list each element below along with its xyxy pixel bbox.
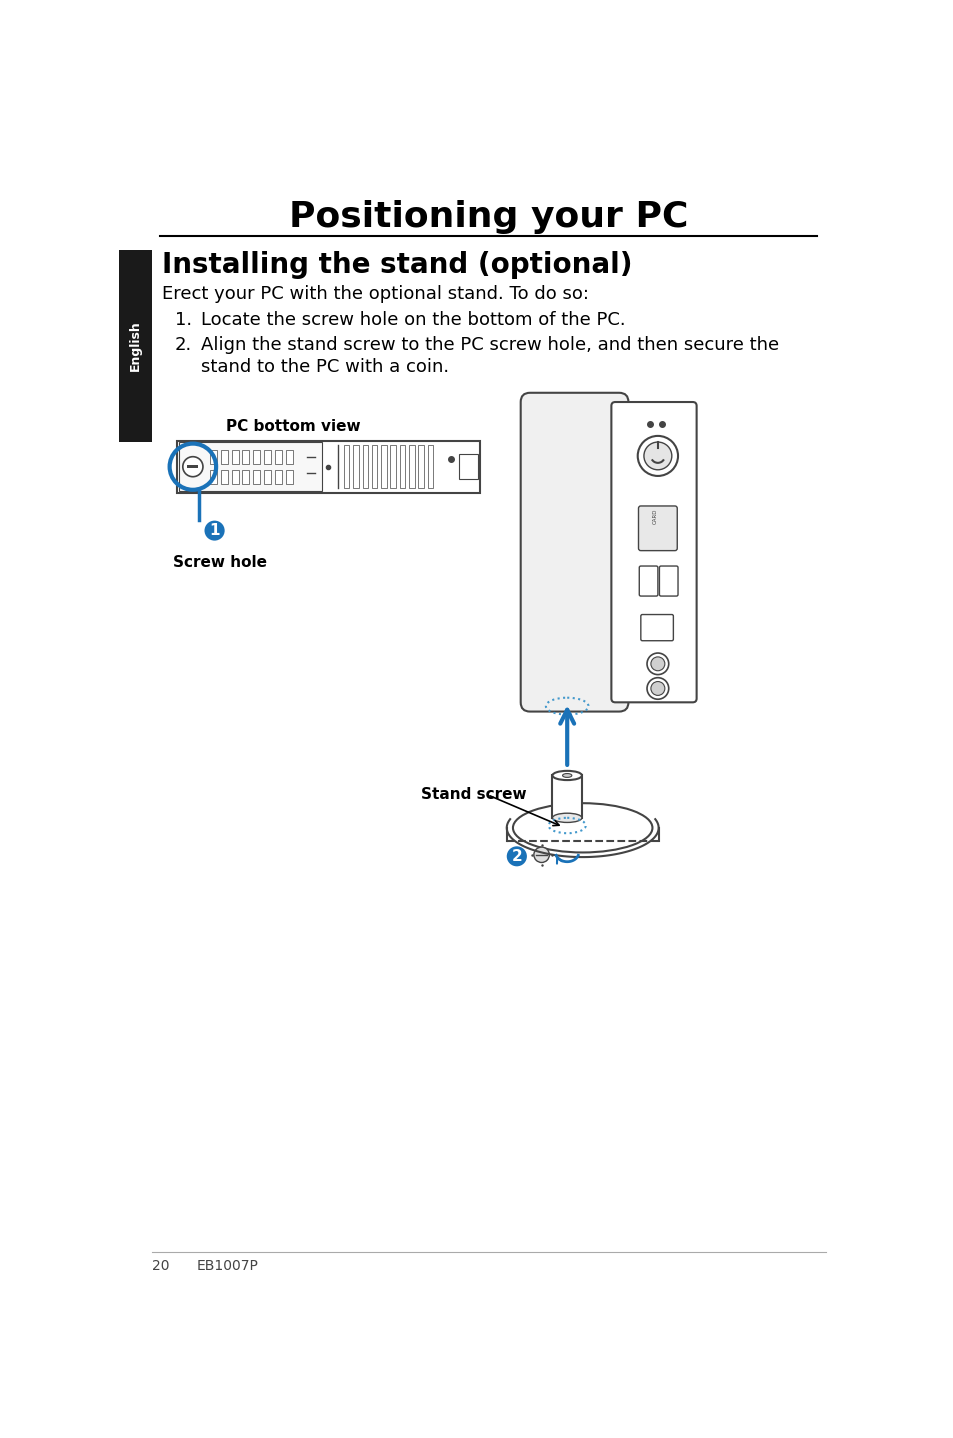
Bar [458,454,477,479]
Ellipse shape [562,774,571,778]
Bar [362,446,368,489]
Bar [418,446,423,489]
Bar [220,470,228,483]
FancyBboxPatch shape [611,403,696,702]
Circle shape [183,457,203,477]
Text: 2.: 2. [174,336,193,354]
Bar [390,446,395,489]
Bar [274,450,282,463]
Bar [274,470,282,483]
Bar [552,775,581,818]
FancyBboxPatch shape [639,567,658,597]
Text: Positioning your PC: Positioning your PC [289,200,688,234]
Bar [264,470,271,483]
Text: Erect your PC with the optional stand. To do so:: Erect your PC with the optional stand. T… [162,285,588,303]
Bar [242,450,249,463]
Circle shape [650,682,664,696]
Text: Screw hole: Screw hole [173,555,267,569]
FancyBboxPatch shape [638,506,677,551]
Bar [427,446,433,489]
Bar [119,250,152,441]
Text: Stand screw: Stand screw [421,787,527,802]
Text: EB1007P: EB1007P [196,1258,258,1273]
Bar [210,470,216,483]
Bar [179,441,322,492]
Bar [399,446,405,489]
Bar [409,446,415,489]
Circle shape [637,436,678,476]
Bar [232,470,238,483]
Bar [353,446,358,489]
Circle shape [643,441,671,470]
Circle shape [646,653,668,674]
Bar [372,446,377,489]
FancyBboxPatch shape [640,614,673,641]
Circle shape [204,521,224,541]
Text: 2: 2 [511,848,521,864]
Circle shape [506,847,526,866]
Circle shape [646,677,668,699]
Text: English: English [129,321,142,371]
Bar [286,470,293,483]
Text: stand to the PC with a coin.: stand to the PC with a coin. [200,358,448,375]
Text: Locate the screw hole on the bottom of the PC.: Locate the screw hole on the bottom of t… [200,312,624,329]
FancyBboxPatch shape [520,393,628,712]
Text: 1: 1 [209,523,219,538]
Bar [242,470,249,483]
Bar [253,450,260,463]
Bar [344,446,349,489]
Text: 1.: 1. [174,312,192,329]
Text: Installing the stand (optional): Installing the stand (optional) [162,252,632,279]
Bar [286,450,293,463]
Ellipse shape [513,804,652,853]
Bar [187,464,198,469]
FancyBboxPatch shape [659,567,678,597]
Circle shape [534,847,549,863]
Bar [210,450,216,463]
Ellipse shape [552,814,581,823]
Text: CARD: CARD [652,508,657,523]
Bar [381,446,386,489]
Text: Align the stand screw to the PC screw hole, and then secure the: Align the stand screw to the PC screw ho… [200,336,778,354]
Bar [253,470,260,483]
Bar [177,440,479,493]
Bar [232,450,238,463]
Circle shape [650,657,664,670]
Bar [220,450,228,463]
Ellipse shape [552,771,581,779]
Bar [264,450,271,463]
Text: 20: 20 [152,1258,169,1273]
Text: PC bottom view: PC bottom view [226,418,360,434]
